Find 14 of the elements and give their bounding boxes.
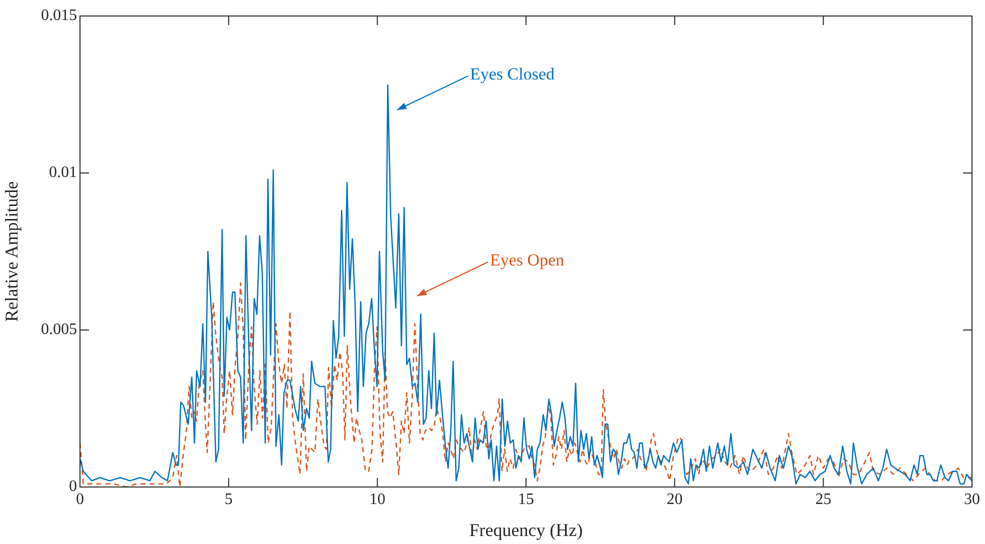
x-tick-label: 15 bbox=[518, 490, 534, 508]
y-axis-title: Relative Amplitude bbox=[2, 181, 22, 322]
x-axis-title: Frequency (Hz) bbox=[469, 520, 583, 540]
annotation: Eyes Open bbox=[490, 250, 565, 270]
x-tick-label: 10 bbox=[369, 490, 386, 508]
x-tick-label: 5 bbox=[224, 490, 233, 508]
x-tick-label: 20 bbox=[666, 490, 683, 508]
y-tick-label: 0 bbox=[69, 478, 77, 496]
y-tick-label: 0.015 bbox=[41, 7, 77, 24]
annotation: Eyes Closed bbox=[470, 64, 556, 84]
y-tick-label: 0.01 bbox=[49, 164, 77, 182]
y-tick-label: 0.005 bbox=[41, 321, 77, 338]
x-tick-label: 30 bbox=[964, 490, 980, 508]
x-tick-label: 25 bbox=[815, 490, 832, 508]
